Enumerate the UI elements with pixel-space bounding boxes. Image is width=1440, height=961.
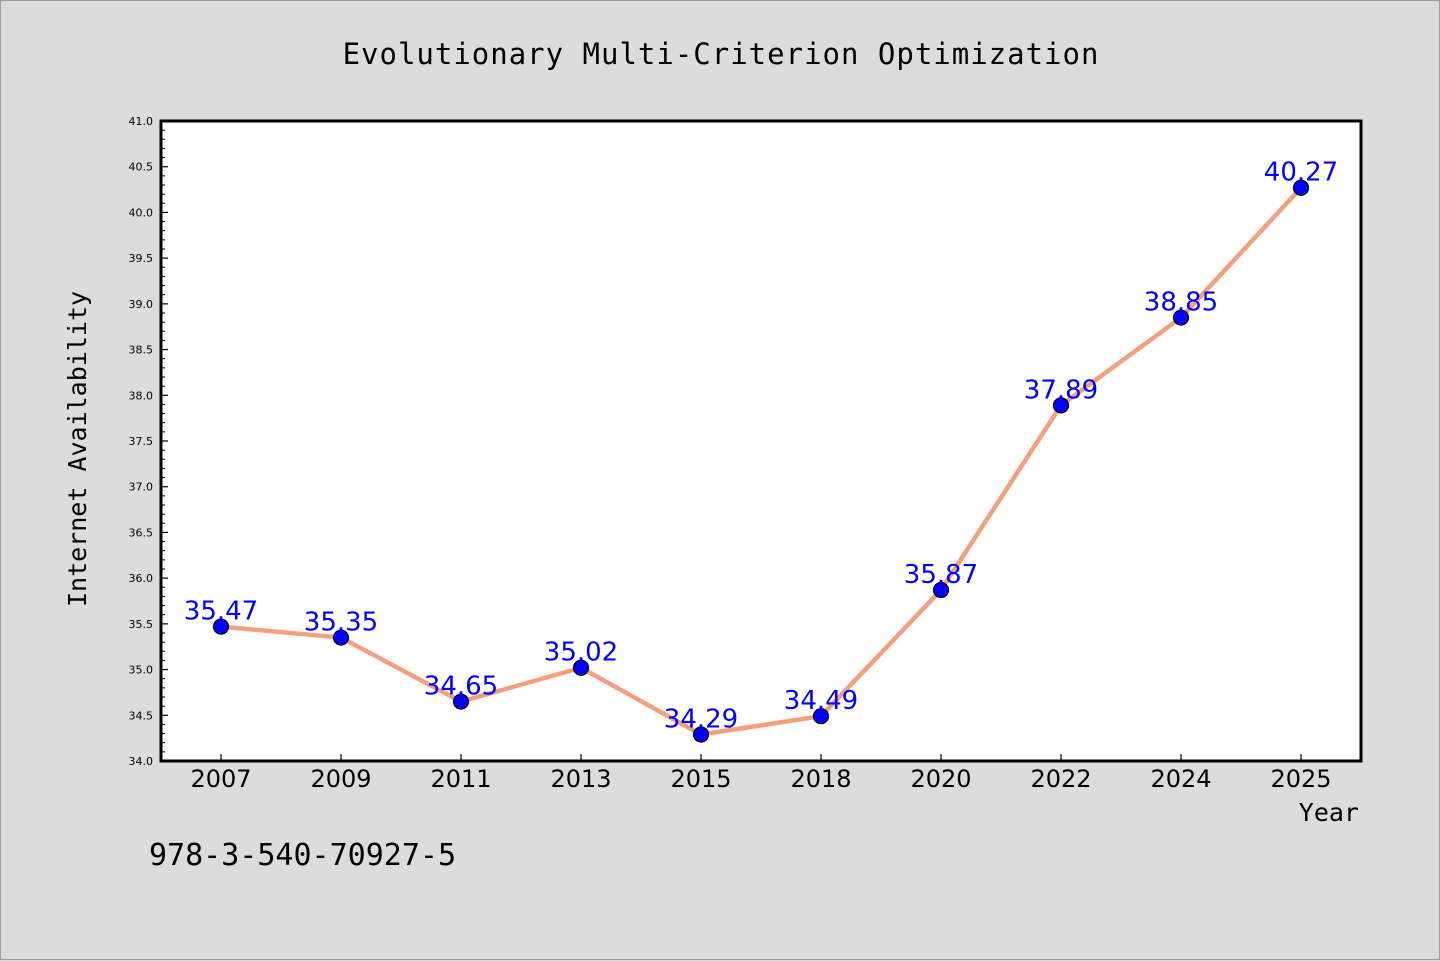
- data-point: [1052, 397, 1070, 414]
- data-labels: 35.47 35.35 34.65 35.02 34.29 34.49 35.87 37.89…: [184, 158, 1338, 735]
- y-tick-label: 38.5: [129, 344, 154, 357]
- data-point: [452, 693, 470, 710]
- data-point: [692, 726, 710, 743]
- x-tick-label: 2022: [1030, 765, 1091, 793]
- footer-note: 978-3-540-70927-5: [149, 838, 456, 873]
- data-label: 37.89: [1024, 375, 1098, 405]
- data-label: 35.02: [544, 638, 618, 668]
- y-tick-label: 35.5: [129, 618, 154, 631]
- y-tick-label: 34.5: [129, 709, 154, 722]
- chart-title: Evolutionary Multi-Criterion Optimizatio…: [343, 37, 1100, 71]
- data-point: [212, 618, 230, 635]
- x-tick-label: 2011: [430, 765, 491, 793]
- y-axis-title: Internet Availability: [63, 291, 92, 607]
- y-tick-label: 36.5: [129, 526, 154, 539]
- data-point: [572, 659, 590, 676]
- plot-area: [159, 119, 1363, 763]
- series-line: [218, 185, 1304, 737]
- x-tick-label: 2009: [310, 765, 371, 793]
- data-point: [1292, 179, 1310, 196]
- data-label: 35.87: [904, 560, 978, 590]
- x-tick-label: 2024: [1150, 765, 1211, 793]
- y-tick-label: 38.0: [129, 389, 154, 402]
- data-label: 40.27: [1264, 158, 1338, 188]
- y-tick-label: 37.5: [129, 435, 154, 448]
- y-tick-label: 34.0: [129, 755, 154, 768]
- y-tick-label: 40.0: [129, 206, 154, 219]
- x-tick-label: 2018: [790, 765, 851, 793]
- data-label: 35.35: [304, 608, 378, 638]
- data-label: 34.29: [664, 704, 738, 734]
- x-tick-label: 2015: [670, 765, 731, 793]
- y-tick-label: 41.0: [129, 115, 154, 128]
- x-tick-label: 2007: [190, 765, 251, 793]
- y-axis: 34.0 34.5 35.0 35.5 36.0 36.5 37.0 37.5 38.0 38.5…: [129, 115, 168, 768]
- x-axis-title: Year: [1299, 798, 1359, 827]
- data-point: [332, 629, 350, 646]
- data-label: 38.85: [1144, 288, 1218, 318]
- data-point: [1172, 309, 1190, 326]
- y-tick-label: 36.0: [129, 572, 154, 585]
- data-point: [932, 581, 950, 599]
- y-tick-label: 39.0: [129, 298, 154, 311]
- y-tick-label: 40.5: [129, 161, 154, 174]
- x-tick-label: 2020: [910, 765, 971, 793]
- y-tick-label: 35.0: [129, 664, 154, 677]
- x-tick-label: 2013: [550, 765, 611, 793]
- data-label: 34.49: [784, 686, 858, 716]
- y-tick-label: 39.5: [129, 252, 154, 265]
- data-point: [812, 708, 830, 725]
- x-axis: 2007 2009 2011 2013 2015 2018 2020 2022 2024 2025: [190, 754, 1332, 793]
- data-label: 35.47: [184, 597, 258, 627]
- data-markers: [212, 179, 1310, 743]
- data-label: 34.65: [424, 672, 498, 702]
- y-tick-label: 37.0: [129, 481, 154, 494]
- x-tick-label: 2025: [1270, 765, 1331, 793]
